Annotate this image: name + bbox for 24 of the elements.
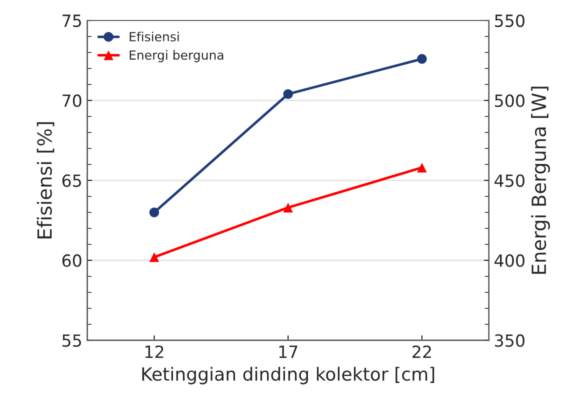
- point: [283, 202, 293, 212]
- y2-tick-label: 400: [494, 254, 524, 267]
- y2-tick-label: 500: [495, 94, 524, 108]
- legend-label: Energi berguna: [130, 50, 224, 62]
- x-tick-label: 22: [412, 345, 431, 358]
- y2-axis-title: Energi Berguna [W]: [531, 86, 550, 274]
- point: [149, 208, 160, 218]
- legend-label: Efisiensi: [130, 32, 179, 42]
- point: [149, 252, 160, 262]
- x-tick-label: 12: [145, 345, 164, 358]
- point: [417, 54, 427, 64]
- x-tick-label: 17: [279, 346, 298, 358]
- y-axis-title: Efisiensi [%]: [36, 122, 54, 238]
- point: [417, 162, 427, 172]
- y2-tick-label: 350: [495, 334, 524, 347]
- x-axis-title: Ketinggian dinding kolektor [cm]: [142, 366, 434, 384]
- point: [283, 89, 293, 99]
- y-tick-label: 75: [62, 14, 81, 28]
- y-tick-label: 60: [62, 254, 82, 267]
- y-tick-label: 55: [62, 334, 81, 347]
- y2-tick-label: 550: [495, 14, 524, 28]
- y2-tick-label: 450: [494, 174, 524, 187]
- y-tick-label: 65: [62, 174, 81, 187]
- y-tick-label: 70: [62, 94, 82, 108]
